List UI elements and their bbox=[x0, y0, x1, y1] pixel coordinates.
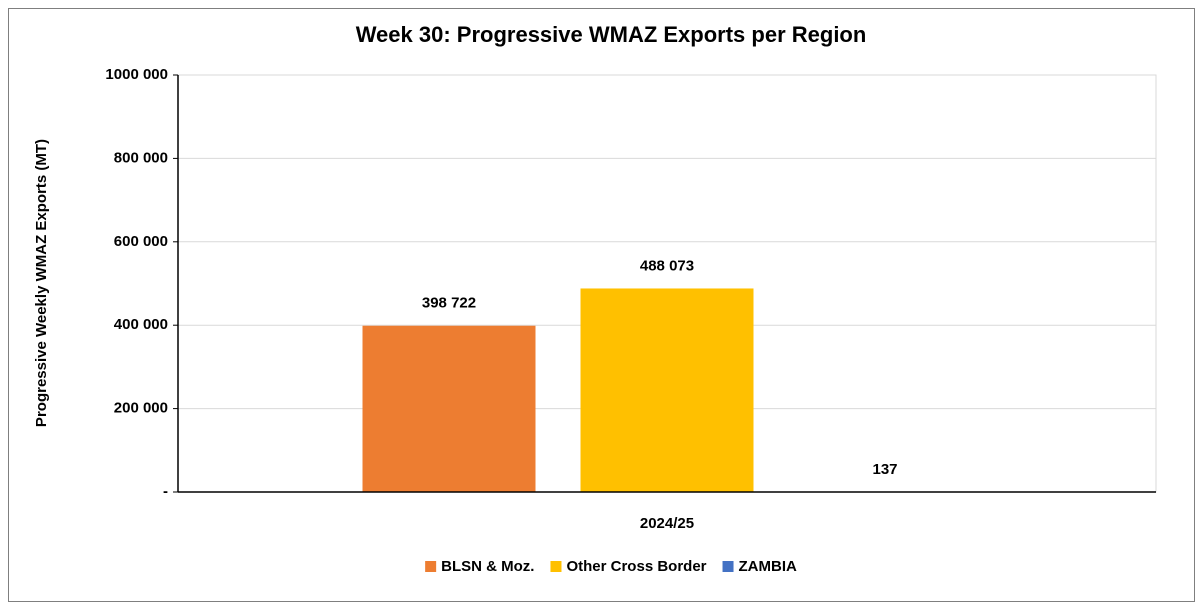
y-tick-label: 800 000 bbox=[114, 149, 168, 166]
x-tick-label: 2024/25 bbox=[640, 515, 694, 532]
y-tick-label: 400 000 bbox=[114, 316, 168, 333]
y-axis-title: Progressive Weekly WMAZ Exports (MT) bbox=[33, 139, 50, 427]
legend-swatch bbox=[722, 561, 734, 572]
legend-label: Other Cross Border bbox=[566, 558, 706, 575]
y-tick-label: - bbox=[163, 483, 168, 500]
legend-swatch bbox=[550, 561, 562, 572]
legend-label: BLSN & Moz. bbox=[441, 558, 534, 575]
bar bbox=[580, 288, 754, 492]
chart-title: Week 30: Progressive WMAZ Exports per Re… bbox=[356, 22, 867, 47]
y-tick-label: 600 000 bbox=[114, 233, 168, 250]
legend-swatch bbox=[425, 561, 437, 572]
bar bbox=[362, 325, 536, 492]
legend-label: ZAMBIA bbox=[739, 558, 797, 575]
data-label: 488 073 bbox=[640, 257, 694, 274]
y-tick-label: 1000 000 bbox=[105, 66, 168, 83]
data-label: 398 722 bbox=[422, 295, 476, 312]
data-label: 137 bbox=[872, 461, 897, 478]
y-tick-label: 200 000 bbox=[114, 400, 168, 417]
